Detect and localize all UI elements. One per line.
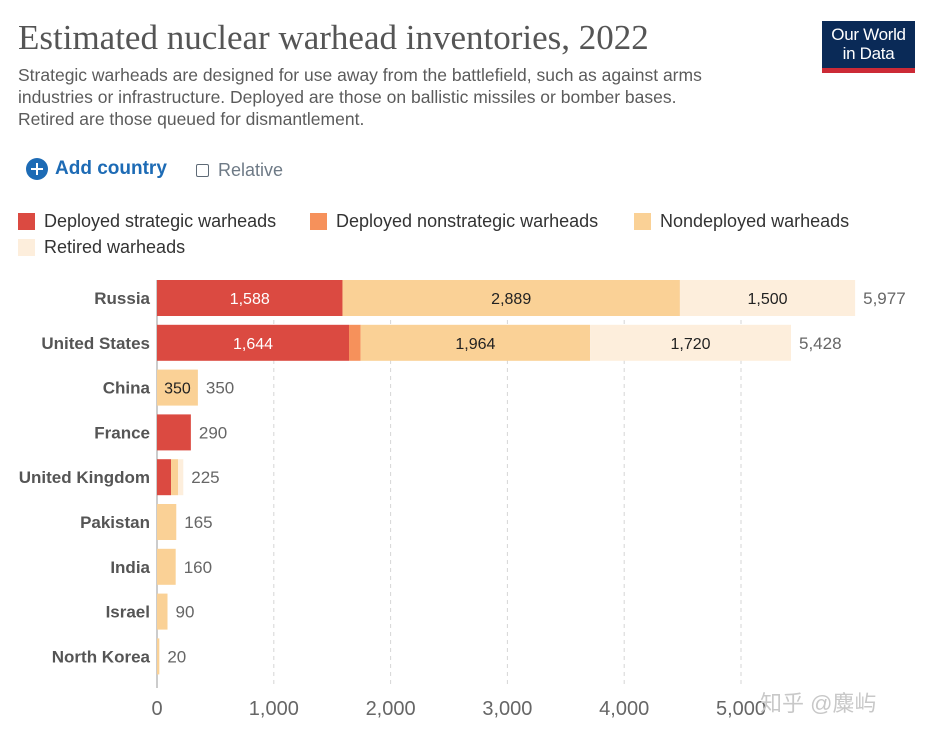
legend-label: Deployed strategic warheads <box>44 211 277 231</box>
our-world-in-data-logo[interactable]: Our World in Data <box>822 21 915 73</box>
legend-item-nondeployed[interactable]: Nondeployed warheads <box>634 211 849 232</box>
bar-data-label: 1,588 <box>230 291 270 308</box>
add-country-button[interactable]: Add country <box>26 158 167 180</box>
legend-item-deployed-strategic[interactable]: Deployed strategic warheads <box>18 211 276 232</box>
legend-label: Nondeployed warheads <box>660 211 850 231</box>
relative-label: Relative <box>218 160 284 180</box>
total-label: 90 <box>176 603 195 622</box>
total-label: 160 <box>184 558 212 577</box>
x-tick-label: 2,000 <box>366 698 416 720</box>
bar-data-label: 2,889 <box>491 291 531 308</box>
add-country-label: Add country <box>55 158 167 179</box>
bar-segment <box>157 504 177 540</box>
total-label: 20 <box>167 647 186 666</box>
watermark: 知乎 @麋屿 <box>760 691 877 716</box>
bar-segment <box>157 369 198 406</box>
legend-swatch <box>634 213 651 230</box>
category-label: Israel <box>106 603 150 622</box>
bar-segment <box>171 459 179 496</box>
total-label: 5,428 <box>799 334 842 353</box>
category-label: United States <box>41 334 150 353</box>
legend-item-retired[interactable]: Retired warheads <box>18 237 185 258</box>
relative-checkbox[interactable]: Relative <box>196 160 283 181</box>
total-label: 5,977 <box>863 289 906 308</box>
category-label: North Korea <box>52 647 151 666</box>
total-label: 225 <box>191 468 219 487</box>
logo-line: in Data <box>842 44 895 63</box>
bar-segment <box>157 638 160 675</box>
x-tick-label: 5,000 <box>716 698 766 720</box>
bar-segment <box>157 459 172 496</box>
bar-segment <box>679 280 856 316</box>
plus-circle-icon <box>26 158 48 180</box>
bar-data-label: 1,644 <box>233 336 273 353</box>
x-tick-label: 0 <box>151 698 162 720</box>
legend-label: Retired warheads <box>44 237 186 257</box>
x-tick-label: 1,000 <box>249 698 299 720</box>
subtitle-line: Retired are those queued for dismantleme… <box>18 109 365 129</box>
checkbox-icon <box>196 164 209 177</box>
category-label: Russia <box>94 289 150 308</box>
total-label: 350 <box>206 379 234 398</box>
bar-data-label: 350 <box>164 381 191 398</box>
bar-segment <box>590 324 791 361</box>
x-tick-label: 3,000 <box>482 698 532 720</box>
legend-label: Deployed nonstrategic warheads <box>336 211 599 231</box>
bar-segment <box>157 548 176 585</box>
x-tick-label: 4,000 <box>599 698 649 720</box>
category-label: India <box>110 558 150 577</box>
legend-item-deployed-nonstrategic[interactable]: Deployed nonstrategic warheads <box>310 211 598 232</box>
total-label: 290 <box>199 423 227 442</box>
legend-swatch <box>18 213 35 230</box>
bar-data-label: 1,720 <box>671 336 711 353</box>
category-label: China <box>103 379 151 398</box>
total-label: 165 <box>184 513 212 532</box>
bar-segment <box>342 280 680 316</box>
bar-data-label: 1,964 <box>455 336 495 353</box>
bar-segment <box>178 459 184 496</box>
bar-segment <box>157 414 191 451</box>
subtitle-line: Strategic warheads are designed for use … <box>18 65 702 85</box>
bar-segment <box>157 324 350 361</box>
logo-line: Our World <box>831 25 906 44</box>
category-label: France <box>94 423 150 442</box>
bar-segment <box>349 324 361 361</box>
chart-title: Estimated nuclear warhead inventories, 2… <box>18 18 649 57</box>
category-label: Pakistan <box>80 513 150 532</box>
legend-swatch <box>310 213 327 230</box>
chart-subtitle: Strategic warheads are designed for use … <box>18 64 778 130</box>
legend-swatch <box>18 239 35 256</box>
bar-segment <box>157 280 343 316</box>
subtitle-line: industries or infrastructure. Deployed a… <box>18 87 677 107</box>
bar-segment <box>360 324 591 361</box>
category-label: United Kingdom <box>19 468 150 487</box>
bar-segment <box>157 593 168 630</box>
bar-data-label: 1,500 <box>747 291 787 308</box>
